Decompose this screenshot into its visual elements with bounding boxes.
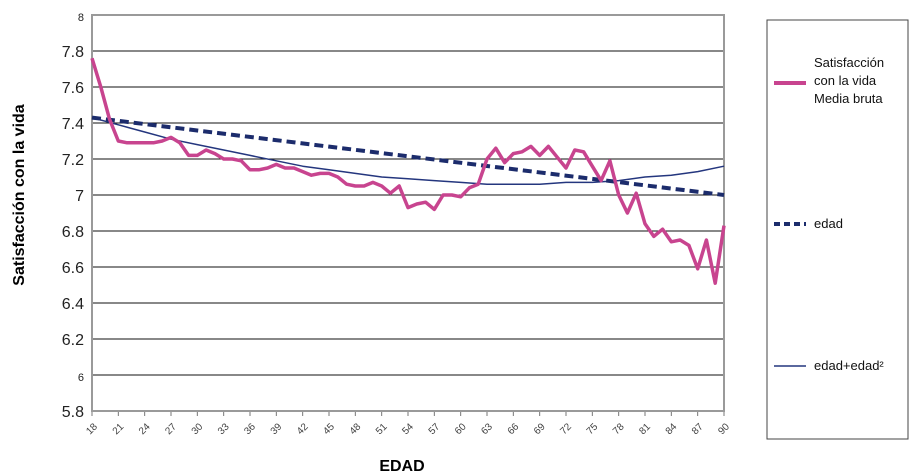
y-tick-label: 7.4: [62, 116, 84, 133]
x-tick-label: 33: [216, 421, 232, 437]
x-tick-label: 90: [716, 421, 732, 437]
x-tick-label: 48: [348, 421, 364, 437]
x-tick-label: 24: [137, 421, 153, 437]
x-tick-label: 45: [321, 421, 337, 437]
x-tick-label: 75: [585, 421, 601, 437]
y-tick-label: 7.6: [62, 80, 84, 97]
series-line-2: [91, 116, 725, 185]
x-tick-label: 72: [558, 421, 574, 437]
plot-frame: [91, 14, 725, 412]
y-tick-label: 6.6: [62, 260, 84, 277]
y-axis-ticks: 5.8 6 6.2 6.4 6.6 6.8 7 7.2 7.4 7.6 7.8 8: [62, 12, 84, 421]
y-tick-label: 7: [75, 188, 84, 205]
x-tick-label: 84: [664, 421, 680, 437]
legend-label-edad: edad: [814, 216, 843, 231]
x-tick-label: 42: [295, 421, 311, 437]
x-tick-label: 30: [190, 421, 206, 437]
x-axis-label: EDAD: [379, 458, 424, 472]
y-tick-label: 6.2: [62, 332, 84, 349]
legend-label-line-3: Media bruta: [814, 91, 883, 106]
y-tick-label: 8: [78, 12, 84, 24]
y-tick-label: 7.2: [62, 152, 84, 169]
x-tick-label: 69: [532, 421, 548, 437]
x-tick-label: 81: [637, 421, 653, 437]
y-axis-label: Satisfacción con la vida: [11, 104, 28, 286]
x-tick-label: 66: [506, 421, 522, 437]
x-axis-ticks: 18 21 24 27 30 33 36 39 42 45 48 51 54 57 60 63 66 69 72 75…: [84, 411, 732, 437]
y-tick-label: 6.8: [62, 224, 84, 241]
x-tick-label: 27: [163, 421, 179, 437]
y-tick-label: 7.8: [62, 44, 84, 61]
legend-label-edad-cuadratica: edad+edad²: [814, 358, 884, 373]
series-line-1: [91, 115, 725, 197]
y-tick-label: 6: [78, 372, 84, 384]
x-tick-label: 39: [269, 421, 285, 437]
x-tick-label: 18: [84, 421, 100, 437]
legend-box: [766, 19, 909, 440]
legend-label-media-bruta: Satisfacción con la vida Media bruta: [814, 55, 888, 106]
x-tick-label: 21: [111, 421, 127, 437]
x-tick-label: 36: [242, 421, 258, 437]
x-tick-label: 63: [479, 421, 495, 437]
legend: Satisfacción con la vida Media bruta eda…: [766, 19, 909, 440]
series-lines: [90, 57, 726, 285]
x-tick-label: 51: [374, 421, 390, 437]
y-tick-label: 6.4: [62, 296, 84, 313]
series-line-0: [90, 57, 726, 285]
x-tick-label: 78: [611, 421, 627, 437]
x-tick-label: 57: [427, 421, 443, 437]
x-tick-label: 60: [453, 421, 469, 437]
legend-label-line-2: con la vida: [814, 73, 877, 88]
x-tick-label: 87: [690, 421, 706, 437]
legend-label-line-1: Satisfacción: [814, 55, 884, 70]
x-tick-label: 54: [400, 421, 416, 437]
y-tick-label: 5.8: [62, 404, 84, 421]
